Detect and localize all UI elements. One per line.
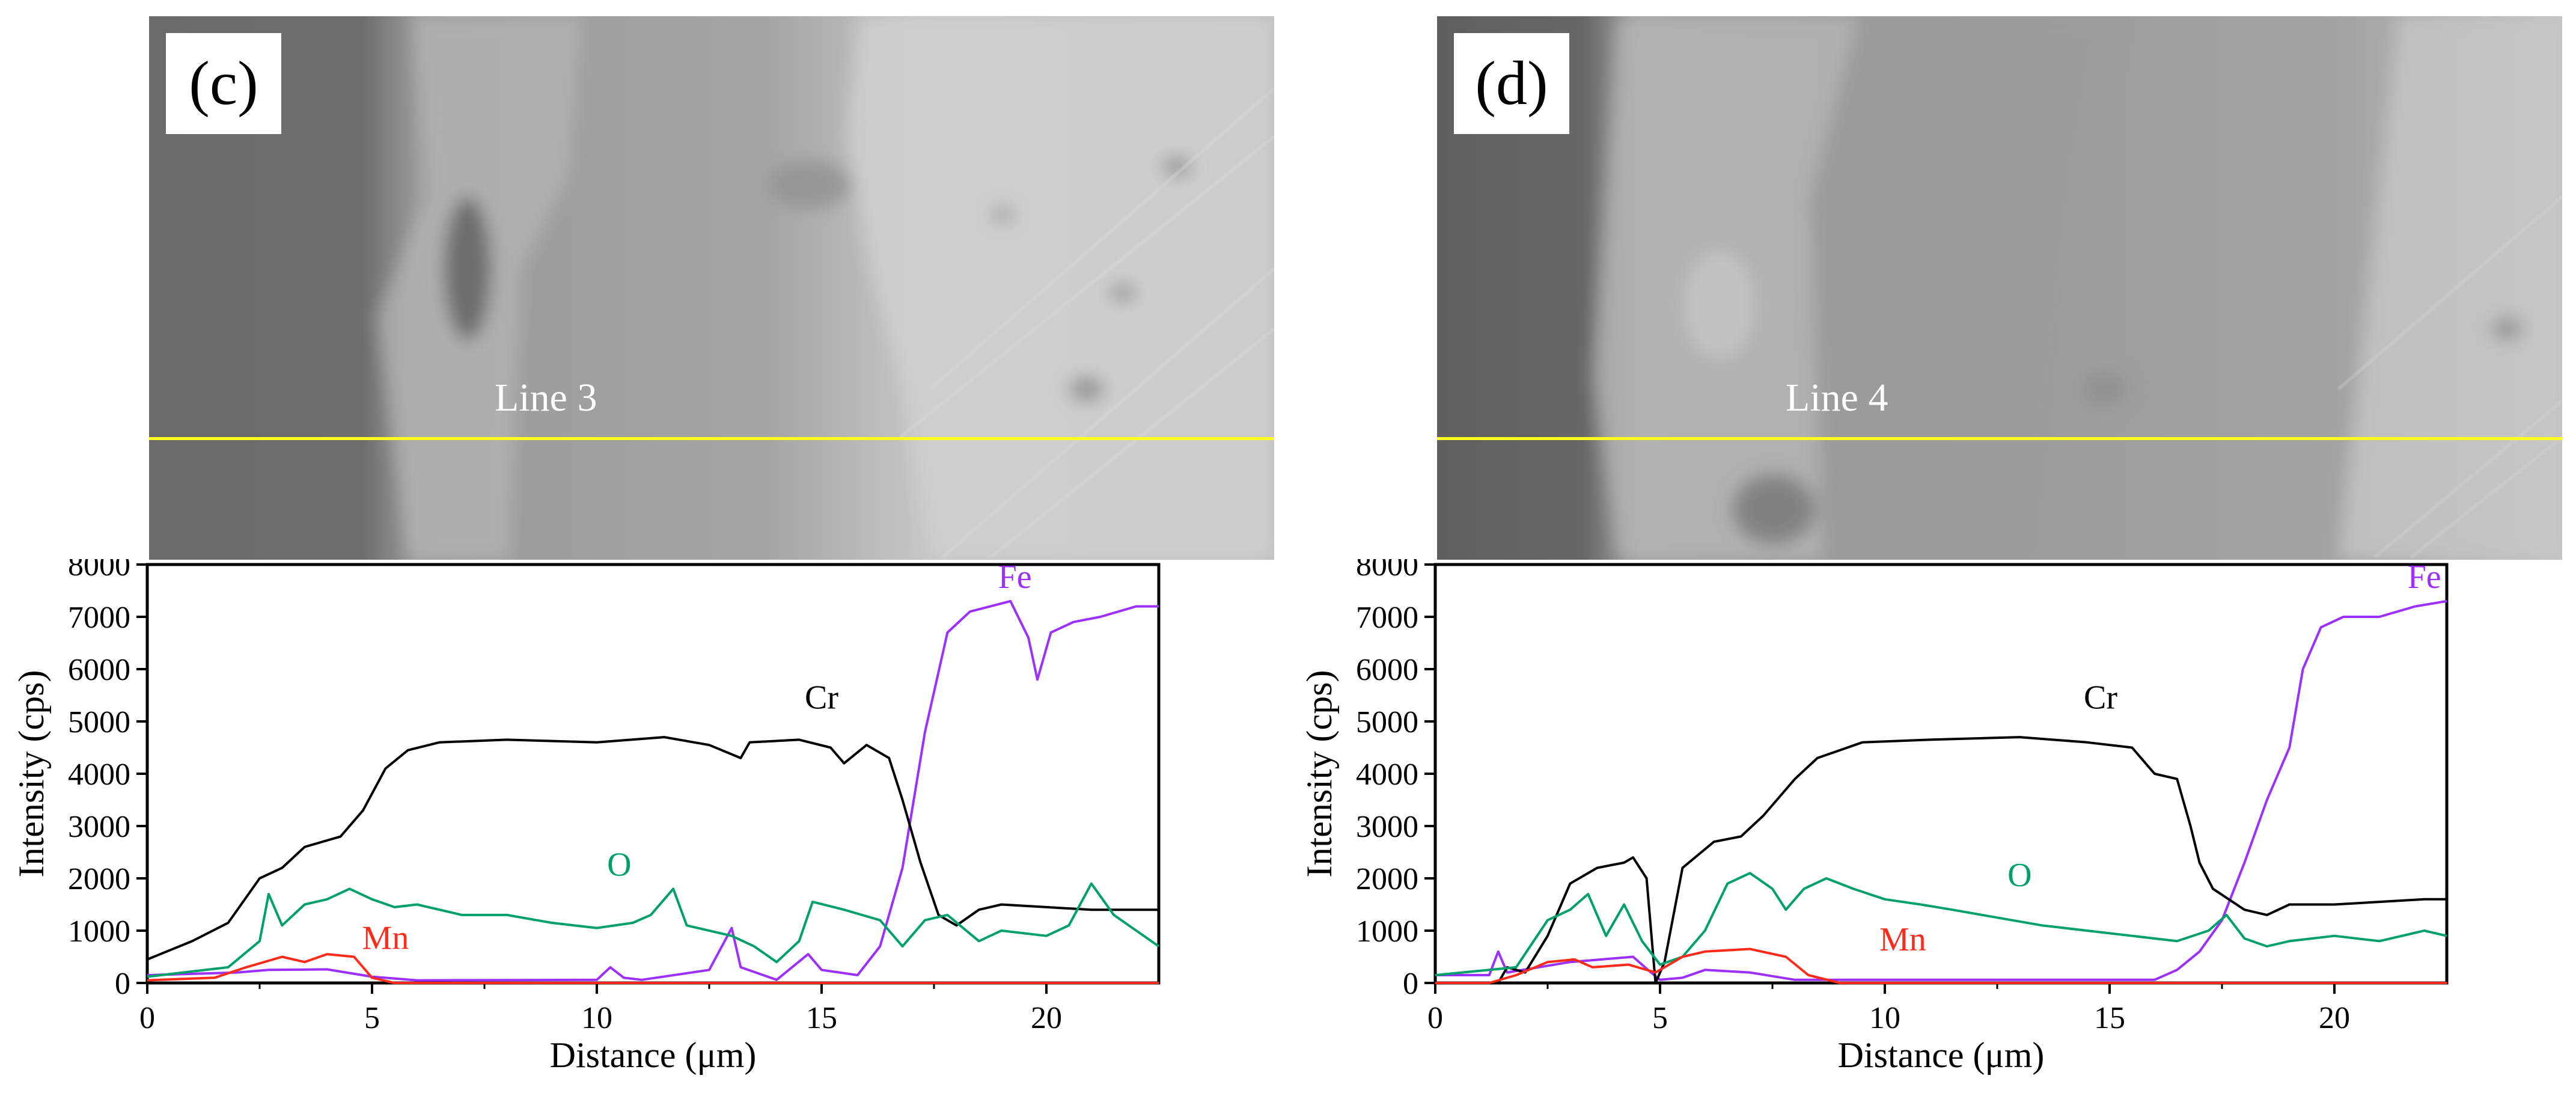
- y-tick-label: 5000: [1356, 705, 1418, 739]
- series-line-o: [1435, 872, 2447, 976]
- y-axis-label: Intensity (cps): [11, 670, 51, 878]
- series-line-cr: [147, 736, 1159, 961]
- y-tick-label: 8000: [68, 559, 130, 583]
- panel-label-d: (d): [1454, 33, 1569, 134]
- x-tick-label: 10: [1869, 1001, 1900, 1035]
- y-axis-label: Intensity (cps): [1299, 670, 1339, 878]
- x-tick-label: 0: [1427, 1001, 1443, 1035]
- sem-texture-c: [149, 16, 1274, 560]
- scan-line-c: [149, 437, 1274, 440]
- series-line-fe: [147, 599, 1159, 982]
- line-label-d: Line 4: [1786, 376, 1888, 420]
- line-scan-chart-d: 0 5 10 15 20 0 1000 2000 3000 4000 5000 6000 7000 800…: [1299, 559, 2449, 1075]
- y-tick-label: 4000: [68, 758, 130, 792]
- series-label-mn: Mn: [1879, 921, 1926, 958]
- panel-c: Line 3 (c) 0 5 10 15 20 0 1000 2000 3000 4000 5000…: [11, 16, 1274, 1075]
- series-label-cr: Cr: [2084, 679, 2117, 716]
- series-label-o: O: [607, 846, 631, 884]
- y-tick-label: 7000: [68, 601, 130, 635]
- x-tick-label: 20: [2319, 1001, 2350, 1035]
- y-tick-label: 1000: [68, 914, 130, 949]
- x-axis-label: Distance (μm): [1838, 1035, 2045, 1075]
- plot-frame: [145, 563, 1161, 985]
- y-tick-label: 6000: [68, 653, 130, 687]
- series-line-o: [147, 882, 1160, 978]
- scan-line-d: [1437, 437, 2562, 440]
- sem-image-d: Line 4 (d): [1437, 16, 2562, 560]
- series-line-cr: [1435, 736, 2447, 984]
- y-tick-label: 3000: [1356, 810, 1418, 844]
- series-line-fe: [1435, 599, 2447, 981]
- x-tick-label: 15: [2094, 1001, 2125, 1035]
- panel-label-c: (c): [166, 33, 281, 134]
- series-label-fe: Fe: [2408, 559, 2441, 596]
- x-tick-label: 15: [806, 1001, 837, 1035]
- plot-frame: [1433, 563, 2449, 985]
- y-tick-label: 3000: [68, 810, 130, 844]
- series-label-o: O: [2007, 857, 2031, 894]
- series-label-fe: Fe: [998, 559, 1032, 596]
- y-tick-label: 0: [1403, 967, 1418, 1001]
- y-tick-label: 1000: [1356, 914, 1418, 949]
- y-tick-label: 0: [115, 967, 130, 1001]
- x-tick-label: 0: [139, 1001, 155, 1035]
- panel-d: Line 4 (d) 0 5 10 15 20 0 1000 2000 3000 4000 5000…: [1288, 0, 2576, 1105]
- line-scan-chart-c: 0 5 10 15 20 0 1000 2000 3000 4000 5000 6000 7000 800…: [11, 559, 1161, 1075]
- y-tick-label: 6000: [1356, 653, 1418, 687]
- series-line-mn: [1435, 947, 2447, 984]
- series-label-mn: Mn: [362, 919, 409, 957]
- y-tick-label: 8000: [1356, 559, 1418, 583]
- y-tick-label: 2000: [68, 862, 130, 896]
- x-axis-label: Distance (μm): [550, 1035, 757, 1075]
- line-label-c: Line 3: [495, 376, 597, 420]
- series-label-cr: Cr: [805, 679, 838, 716]
- y-tick-label: 7000: [1356, 601, 1418, 635]
- x-tick-label: 20: [1031, 1001, 1062, 1035]
- x-tick-label: 10: [581, 1001, 612, 1035]
- series-line-mn: [147, 953, 1159, 984]
- y-tick-label: 4000: [1356, 758, 1418, 792]
- sem-image-c: Line 3 (c): [149, 16, 1274, 560]
- x-tick-label: 5: [364, 1001, 380, 1035]
- y-tick-label: 2000: [1356, 862, 1418, 896]
- sem-texture-d: [1437, 16, 2562, 560]
- x-tick-label: 5: [1652, 1001, 1668, 1035]
- y-tick-label: 5000: [68, 705, 130, 739]
